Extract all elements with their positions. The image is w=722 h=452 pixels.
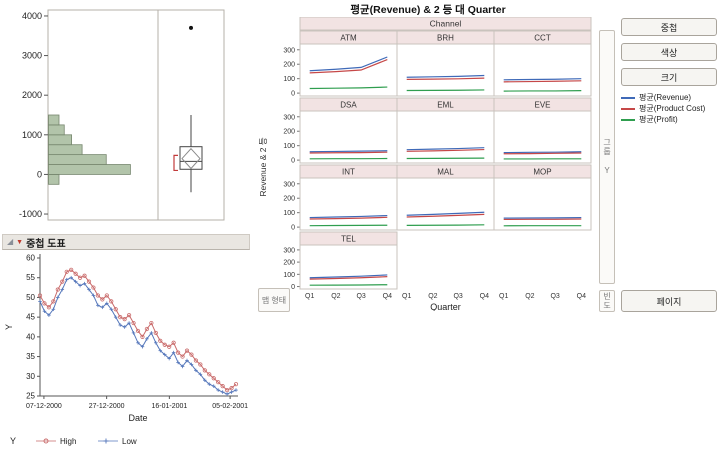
svg-text:100: 100	[283, 210, 295, 217]
svg-text:300: 300	[283, 47, 295, 54]
legend-item[interactable]: 평균(Revenue)	[621, 92, 719, 103]
svg-text:0: 0	[37, 169, 42, 179]
svg-text:Q4: Q4	[480, 293, 489, 300]
svg-text:Q2: Q2	[525, 293, 534, 300]
trellis-legend: 평균(Revenue) 평균(Product Cost) 평균(Profit)	[621, 92, 719, 125]
overlap-dropzone-button[interactable]: 중첩	[621, 18, 717, 36]
svg-text:50: 50	[26, 293, 35, 302]
svg-text:45: 45	[26, 313, 35, 322]
svg-text:Q2: Q2	[331, 293, 340, 300]
page-dropzone-button[interactable]: 페이지	[621, 290, 717, 312]
product-cost-line-swatch	[621, 107, 635, 110]
trellis-title: 평균(Revenue) & 2 등 대 Quarter	[350, 4, 506, 16]
svg-text:0: 0	[291, 91, 295, 98]
disclosure-icon[interactable]: ◢	[7, 237, 14, 246]
profit-line-swatch	[621, 118, 635, 121]
svg-text:100: 100	[283, 143, 295, 150]
svg-text:Q4: Q4	[383, 293, 392, 300]
svg-text:16-01-2001: 16-01-2001	[151, 403, 187, 410]
svg-text:Q3: Q3	[356, 293, 365, 300]
svg-text:3000: 3000	[22, 51, 42, 61]
svg-text:40: 40	[26, 332, 35, 341]
svg-text:MAL: MAL	[437, 168, 454, 177]
svg-text:Date: Date	[128, 413, 147, 423]
svg-text:Y: Y	[4, 324, 14, 330]
legend-item[interactable]: 평균(Profit)	[621, 114, 719, 125]
svg-text:Q1: Q1	[305, 293, 314, 300]
svg-text:25: 25	[26, 392, 35, 401]
svg-text:Low: Low	[122, 437, 137, 446]
svg-text:Q1: Q1	[402, 293, 411, 300]
svg-text:07-12-2000: 07-12-2000	[26, 403, 62, 410]
size-dropzone-button[interactable]: 크기	[621, 68, 717, 86]
svg-text:05-02-2001: 05-02-2001	[212, 403, 248, 410]
svg-text:ATM: ATM	[340, 34, 357, 43]
svg-text:Q4: Q4	[577, 293, 586, 300]
svg-text:Q2: Q2	[428, 293, 437, 300]
freq-dropzone[interactable]: 빈도	[599, 290, 615, 312]
overlay-plot-panel: ◢ ▼ 중첩 도표 25 30 35 40 45 50 55 60 07-12-2000 27-1…	[2, 234, 250, 450]
revenue-line-swatch	[621, 96, 635, 99]
svg-text:Y: Y	[10, 436, 16, 446]
svg-text:DSA: DSA	[340, 101, 357, 110]
svg-text:300: 300	[283, 114, 295, 121]
svg-text:300: 300	[283, 181, 295, 188]
svg-text:100: 100	[283, 76, 295, 83]
svg-text:0: 0	[291, 225, 295, 232]
svg-text:0: 0	[291, 158, 295, 165]
svg-text:60: 60	[26, 254, 35, 263]
svg-text:High: High	[60, 437, 76, 446]
group-y-dropzone[interactable]: 그룹 Y	[599, 30, 615, 284]
legend-item[interactable]: 평균(Product Cost)	[621, 103, 719, 114]
svg-text:30: 30	[26, 372, 35, 381]
svg-text:200: 200	[283, 260, 295, 267]
map-shape-dropzone[interactable]: 맵 형태	[258, 288, 290, 312]
svg-text:Q1: Q1	[499, 293, 508, 300]
overlay-plot-titlebar[interactable]: ◢ ▼ 중첩 도표	[2, 234, 250, 250]
svg-text:MOP: MOP	[533, 168, 551, 177]
overlay-plot-chart[interactable]: 25 30 35 40 45 50 55 60 07-12-2000 27-12-2000 16-0…	[2, 250, 250, 450]
svg-text:Q3: Q3	[550, 293, 559, 300]
trellis-chart[interactable]: Channel Revenue & 2 등 0 100 200 300 ATM BRH CCT 0…	[256, 17, 596, 311]
svg-text:EVE: EVE	[534, 101, 550, 110]
svg-text:2000: 2000	[22, 90, 42, 100]
distribution-panel: 4000 3000 2000 1000 0 -1000	[8, 4, 226, 226]
svg-text:200: 200	[283, 62, 295, 69]
svg-text:4000: 4000	[22, 11, 42, 21]
svg-text:INT: INT	[342, 168, 355, 177]
legend-label: 평균(Product Cost)	[639, 104, 706, 113]
overlay-plot-title: 중첩 도표	[26, 238, 66, 250]
svg-text:EML: EML	[437, 101, 454, 110]
color-dropzone-button[interactable]: 색상	[621, 43, 717, 61]
svg-text:BRH: BRH	[437, 34, 454, 43]
svg-text:35: 35	[26, 352, 35, 361]
svg-text:-1000: -1000	[19, 209, 42, 219]
svg-text:Quarter: Quarter	[430, 302, 461, 311]
svg-text:TEL: TEL	[341, 235, 356, 244]
svg-text:55: 55	[26, 273, 35, 282]
svg-text:200: 200	[283, 196, 295, 203]
histogram-boxplot-chart[interactable]: 4000 3000 2000 1000 0 -1000	[8, 4, 226, 226]
legend-label: 평균(Revenue)	[639, 93, 692, 102]
legend-label: 평균(Profit)	[639, 115, 678, 124]
svg-text:100: 100	[283, 272, 295, 279]
svg-text:27-12-2000: 27-12-2000	[89, 403, 125, 410]
svg-text:200: 200	[283, 129, 295, 136]
svg-text:1000: 1000	[22, 130, 42, 140]
svg-text:CCT: CCT	[534, 34, 551, 43]
svg-text:Channel: Channel	[430, 19, 462, 29]
svg-text:Q3: Q3	[453, 293, 462, 300]
red-triangle-menu-icon[interactable]: ▼	[16, 238, 24, 246]
svg-text:Revenue & 2 등: Revenue & 2 등	[258, 137, 268, 197]
svg-text:300: 300	[283, 247, 295, 254]
svg-text:0: 0	[291, 284, 295, 291]
